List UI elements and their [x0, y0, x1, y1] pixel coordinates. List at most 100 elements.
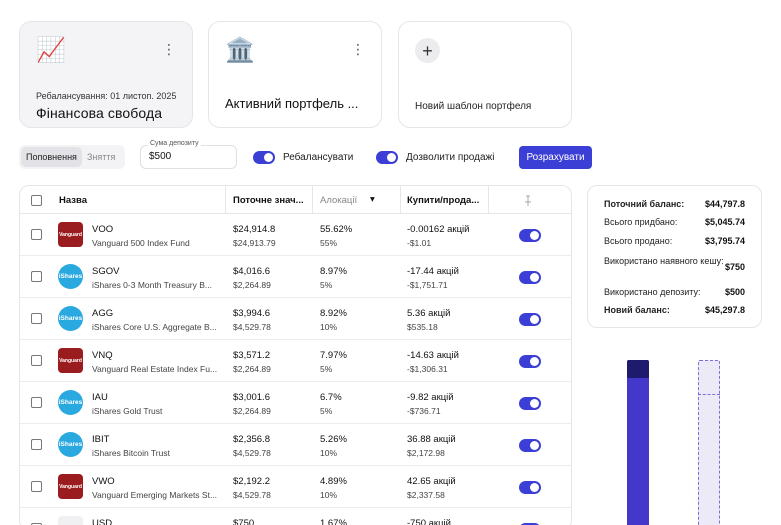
- current-value: $2,192.2: [233, 476, 270, 487]
- row-include-toggle[interactable]: [519, 271, 541, 284]
- more-menu-icon[interactable]: ⋮: [351, 41, 365, 57]
- row-include-toggle[interactable]: [519, 523, 541, 525]
- summary-label: Використано депозиту:: [604, 287, 701, 297]
- trade-value: -$736.71: [407, 406, 441, 416]
- table-row[interactable]: iShares AGG iShares Core U.S. Aggregate B.…: [20, 298, 571, 340]
- allocation-target: 10%: [320, 322, 338, 332]
- mode-deposit-option[interactable]: Поповнення: [21, 147, 82, 167]
- current-allocation-segment: [627, 360, 649, 378]
- trade-shares: -0.00162 акцій: [407, 224, 470, 235]
- fund-name: iShares Bitcoin Trust: [92, 448, 170, 458]
- summary-label: Всього продано:: [604, 236, 673, 246]
- fund-name: Vanguard Emerging Markets St...: [92, 490, 218, 500]
- fund-logo: Vanguard: [58, 222, 83, 247]
- current-value: $2,356.8: [233, 434, 270, 445]
- allocation-current: 1.67%: [320, 518, 347, 525]
- trade-shares: -17.44 акцій: [407, 266, 459, 277]
- fund-logo: iShares: [58, 390, 83, 415]
- mode-withdraw-option[interactable]: Зняття: [86, 152, 116, 162]
- column-divider: [400, 186, 401, 214]
- header-name[interactable]: Назва: [59, 195, 87, 206]
- current-value: $4,016.6: [233, 266, 270, 277]
- ticker: VWO: [92, 476, 115, 487]
- current-value: $3,001.6: [233, 392, 270, 403]
- summary-label: Новий баланс:: [604, 305, 670, 315]
- row-include-toggle[interactable]: [519, 439, 541, 452]
- trade-shares: -14.63 акцій: [407, 350, 459, 361]
- table-row[interactable]: Vanguard VWO Vanguard Emerging Markets St.…: [20, 466, 571, 508]
- row-include-toggle[interactable]: [519, 313, 541, 326]
- row-checkbox[interactable]: [31, 271, 42, 282]
- ticker: VOO: [92, 224, 114, 235]
- header-current-value[interactable]: Поточне знач...: [233, 195, 304, 206]
- portfolio-title: Фінансова свобода: [36, 105, 163, 121]
- chart-up-icon: 📈: [36, 37, 66, 64]
- header-buy-sell[interactable]: Купити/прода...: [407, 195, 480, 206]
- allow-sales-toggle[interactable]: [376, 151, 398, 164]
- table-row[interactable]: iShares SGOV iShares 0-3 Month Treasury B.…: [20, 256, 571, 298]
- allocation-target: 10%: [320, 490, 338, 500]
- current-allocation-bar: [627, 360, 649, 525]
- row-checkbox[interactable]: [31, 397, 42, 408]
- allocation-current: 8.92%: [320, 308, 347, 319]
- portfolio-title: Активний портфель ...: [225, 96, 359, 111]
- plus-icon[interactable]: +: [415, 38, 440, 63]
- summary-value: $45,297.8: [704, 305, 745, 315]
- row-include-toggle[interactable]: [519, 355, 541, 368]
- allocation-target: 55%: [320, 238, 338, 248]
- header-allocation[interactable]: Алокації: [320, 195, 358, 206]
- table-row[interactable]: iShares IBIT iShares Bitcoin Trust $2,356.8…: [20, 424, 571, 466]
- row-include-toggle[interactable]: [519, 229, 541, 242]
- deposit-label: Сума депозиту: [148, 140, 201, 147]
- sort-desc-icon[interactable]: ▾: [370, 194, 375, 205]
- row-checkbox[interactable]: [31, 481, 42, 492]
- pin-icon[interactable]: [523, 194, 533, 212]
- target-value: $4,529.78: [233, 490, 271, 500]
- rebalance-label: Ребалансувати: [283, 152, 354, 163]
- row-checkbox[interactable]: [31, 355, 42, 366]
- allocation-current: 55.62%: [320, 224, 353, 235]
- table-header: Назва Поточне знач... Алокації ▾ Купити/…: [20, 186, 571, 214]
- fund-name: Vanguard 500 Index Fund: [92, 238, 190, 248]
- target-allocation-bar: [698, 360, 720, 525]
- trade-shares: 36.88 акцій: [407, 434, 456, 445]
- more-menu-icon[interactable]: ⋮: [162, 41, 176, 57]
- summary-card: Поточний баланс: $44,797.8 Всього придбано…: [587, 185, 762, 328]
- deposit-input[interactable]: [149, 151, 229, 162]
- target-value: $2,264.89: [233, 406, 271, 416]
- allocation-current: 5.26%: [320, 434, 347, 445]
- target-value: $4,529.78: [233, 448, 271, 458]
- portfolio-card-active[interactable]: 📈 ⋮ Ребалансування: 01 листоп. 2025 Фіна…: [19, 21, 193, 128]
- deposit-field: Сума депозиту: [140, 140, 237, 169]
- allocation-current: 8.97%: [320, 266, 347, 277]
- summary-value: $5,045.74: [704, 217, 745, 227]
- row-checkbox[interactable]: [31, 313, 42, 324]
- table-row[interactable]: Vanguard VNQ Vanguard Real Estate Index Fu…: [20, 340, 571, 382]
- new-portfolio-card[interactable]: + Новий шаблон портфеля: [398, 21, 572, 128]
- row-include-toggle[interactable]: [519, 397, 541, 410]
- table-row[interactable]: Vanguard VOO Vanguard 500 Index Fund $24,91…: [20, 214, 571, 256]
- target-value: $4,529.78: [233, 322, 271, 332]
- allocation-target: 10%: [320, 448, 338, 458]
- summary-value: $500: [724, 287, 745, 297]
- rebalance-date: Ребалансування: 01 листоп. 2025: [36, 91, 177, 101]
- row-checkbox[interactable]: [31, 439, 42, 450]
- row-checkbox[interactable]: [31, 229, 42, 240]
- select-all-checkbox[interactable]: [31, 195, 42, 206]
- portfolio-card-active-portfolio[interactable]: 🏛️ ⋮ Активний портфель ...: [208, 21, 382, 128]
- calculate-button[interactable]: Розрахувати: [519, 146, 592, 169]
- row-include-toggle[interactable]: [519, 481, 541, 494]
- fund-name: iShares 0-3 Month Treasury B...: [92, 280, 212, 290]
- ticker: VNQ: [92, 350, 113, 361]
- row-checkbox[interactable]: [31, 523, 42, 525]
- fund-name: Vanguard Real Estate Index Fu...: [92, 364, 218, 374]
- fund-name: iShares Gold Trust: [92, 406, 163, 416]
- trade-value: $535.18: [407, 322, 438, 332]
- table-row[interactable]: iShares IAU iShares Gold Trust $3,001.6 $2,2…: [20, 382, 571, 424]
- trade-shares: -9.82 акцій: [407, 392, 454, 403]
- rebalance-toggle[interactable]: [253, 151, 275, 164]
- trade-shares: -750 акцій: [407, 518, 451, 525]
- table-row[interactable]: USD $750 1.67% -750 акцій: [20, 508, 571, 525]
- target-allocation-divider: [698, 394, 720, 395]
- allow-sales-label: Дозволити продажі: [406, 152, 495, 163]
